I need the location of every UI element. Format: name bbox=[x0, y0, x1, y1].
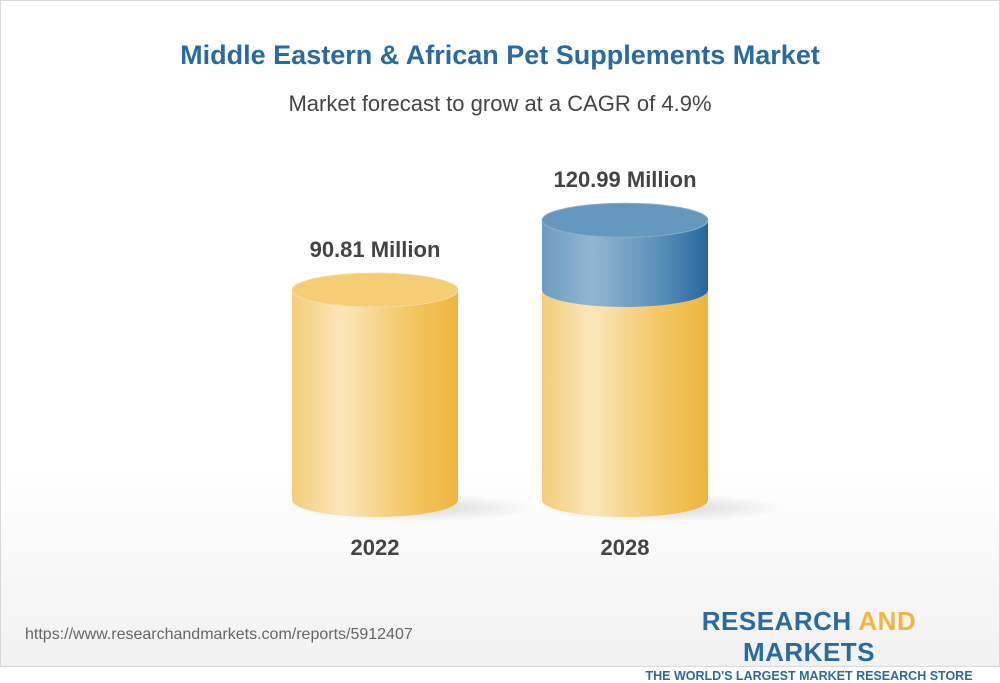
cylinder-chart: 90.81 Million 120.99 Million 2022 2028 bbox=[291, 167, 785, 560]
logo-text-research: RESEARCH bbox=[701, 606, 859, 636]
cylinder-top-2028 bbox=[541, 202, 709, 238]
logo-tagline: THE WORLD'S LARGEST MARKET RESEARCH STOR… bbox=[645, 669, 973, 683]
logo-text-markets: MARKETS bbox=[742, 637, 876, 667]
chart-title: Middle Eastern & African Pet Supplements… bbox=[180, 40, 820, 70]
cylinder-top-2022 bbox=[291, 272, 459, 308]
cylinder-base-2028 bbox=[542, 290, 708, 517]
data-label-2028: 120.99 Million bbox=[553, 167, 696, 192]
source-url: https://www.researchandmarkets.com/repor… bbox=[25, 626, 413, 643]
logo-text-and: AND bbox=[858, 606, 917, 636]
category-label-2028: 2028 bbox=[601, 535, 650, 560]
chart-subtitle: Market forecast to grow at a CAGR of 4.9… bbox=[288, 91, 712, 116]
research-and-markets-logo: RESEARCH AND MARKETS THE WORLD'S LARGEST… bbox=[640, 606, 978, 683]
data-label-2022: 90.81 Million bbox=[310, 237, 441, 262]
category-label-2022: 2022 bbox=[351, 535, 400, 560]
cylinder-base-2022 bbox=[292, 290, 458, 517]
cylinder-growth-2028 bbox=[542, 220, 708, 307]
